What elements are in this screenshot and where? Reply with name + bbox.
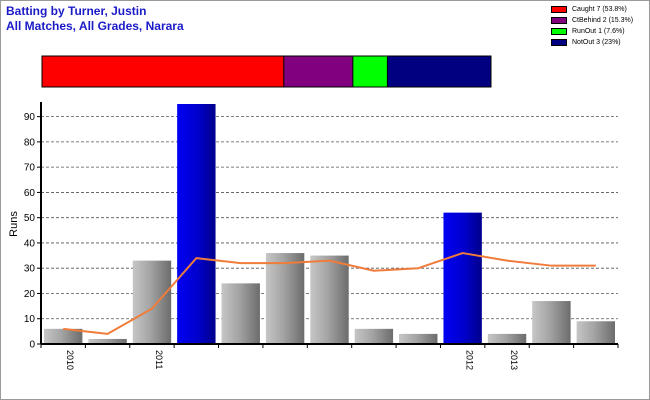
bar-out xyxy=(88,338,127,344)
y-tick-label: 50 xyxy=(24,213,36,224)
legend-swatch-notout xyxy=(551,39,567,46)
bar-out xyxy=(399,333,438,344)
legend-item-ctbehind: CtBehind 2 (15.3%) xyxy=(551,15,633,26)
legend: Caught 7 (53.8%) CtBehind 2 (15.3%) RunO… xyxy=(551,4,633,48)
legend-item-runout: RunOut 1 (7.6%) xyxy=(551,26,633,37)
summary-segment-caught xyxy=(42,56,284,87)
summary-segment-runout xyxy=(352,56,388,87)
summary-bar-outline xyxy=(41,55,492,88)
y-axis-label: Runs xyxy=(8,211,20,237)
x-label-2013: 2013 xyxy=(509,350,519,370)
average-line xyxy=(63,252,596,335)
chart-title-line-1: Batting by Turner, Justin xyxy=(6,4,147,18)
summary-segment-notout xyxy=(387,56,491,87)
chart-title-line-2: All Matches, All Grades, Narara xyxy=(6,19,184,33)
legend-label-notout: NotOut 3 (23%) xyxy=(572,39,621,46)
y-tick-label: 90 xyxy=(24,112,36,123)
legend-item-notout: NotOut 3 (23%) xyxy=(551,37,633,48)
bar-out xyxy=(44,328,83,344)
y-tick-label: 20 xyxy=(24,289,36,300)
x-label-2010: 2010 xyxy=(65,350,75,370)
y-tick-label: 40 xyxy=(24,238,36,249)
legend-swatch-runout xyxy=(551,28,567,35)
bar-out xyxy=(354,328,394,344)
y-tick-label: 80 xyxy=(24,137,36,148)
bar-out xyxy=(310,255,349,344)
summary-segment-ctbehind xyxy=(283,56,353,87)
x-label-2011: 2011 xyxy=(154,350,164,369)
legend-item-caught: Caught 7 (53.8%) xyxy=(551,4,633,15)
y-tick-label: 30 xyxy=(24,264,36,275)
bar-out xyxy=(532,301,571,344)
bar-out xyxy=(132,260,172,344)
y-tick-label: 0 xyxy=(29,340,35,351)
bar-out xyxy=(487,333,527,344)
bar-out xyxy=(221,283,260,344)
y-tick-label: 70 xyxy=(24,163,36,174)
legend-label-caught: Caught 7 (53.8%) xyxy=(572,6,627,13)
bar-not-out xyxy=(177,104,216,344)
legend-label-ctbehind: CtBehind 2 (15.3%) xyxy=(572,17,634,24)
bar-out xyxy=(576,321,615,344)
y-tick-label: 10 xyxy=(24,314,36,325)
legend-swatch-caught xyxy=(551,6,567,13)
bar-out xyxy=(265,253,305,344)
x-label-2012: 2012 xyxy=(465,350,475,370)
y-tick-label: 60 xyxy=(24,188,36,199)
legend-label-runout: RunOut 1 (7.6%) xyxy=(572,28,625,35)
bar-not-out xyxy=(443,212,482,344)
legend-swatch-ctbehind xyxy=(551,17,567,24)
